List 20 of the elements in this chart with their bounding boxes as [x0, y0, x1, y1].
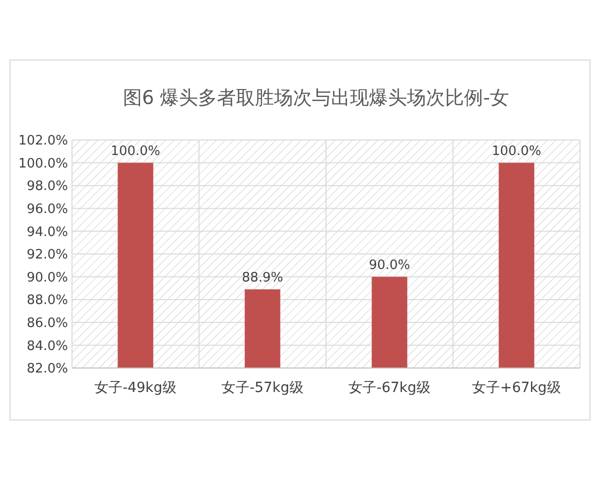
- x-tick-label: 女子+67kg级: [472, 380, 561, 396]
- y-tick-label: 90.0%: [26, 270, 68, 286]
- y-tick-label: 94.0%: [26, 224, 68, 240]
- y-tick-label: 102.0%: [18, 134, 68, 149]
- y-tick-label: 88.0%: [26, 293, 68, 308]
- data-label: 88.9%: [242, 270, 284, 286]
- data-label: 100.0%: [110, 144, 160, 159]
- y-tick-label: 100.0%: [18, 156, 68, 172]
- y-tick-label: 92.0%: [26, 248, 68, 263]
- y-tick-label: 98.0%: [26, 179, 68, 194]
- x-tick-label: 女子-67kg级: [348, 380, 430, 396]
- y-tick-label: 84.0%: [26, 338, 68, 354]
- y-tick-label: 82.0%: [26, 362, 68, 377]
- x-tick-label: 女子-49kg级: [94, 380, 176, 396]
- x-tick-label: 女子-57kg级: [222, 380, 304, 396]
- data-label: 90.0%: [368, 258, 410, 273]
- data-label: 100.0%: [492, 144, 542, 159]
- y-tick-label: 96.0%: [26, 202, 68, 217]
- chart-title: 图6 爆头多者取胜场次与出现爆头场次比例-女: [123, 87, 509, 109]
- y-tick-label: 86.0%: [26, 316, 68, 331]
